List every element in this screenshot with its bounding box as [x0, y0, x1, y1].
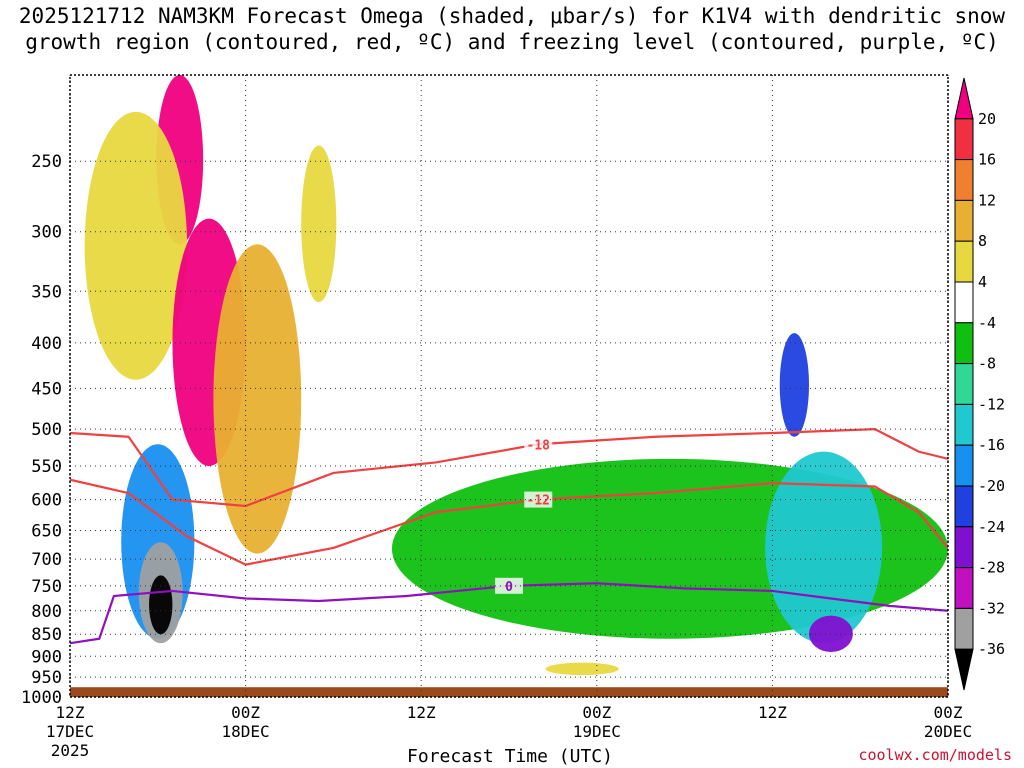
colorbar-swatch-11: [954, 526, 974, 569]
y-tick-label-700: 700: [31, 550, 62, 570]
y-tick-label-900: 900: [31, 647, 62, 667]
omega-blob-1: [84, 111, 188, 380]
y-tick-label-450: 450: [31, 379, 62, 399]
colorbar-swatch-1: [954, 118, 974, 161]
x-tick-label-36-1: 19DEC: [573, 722, 621, 741]
x-tick-label-36-0: 00Z: [582, 703, 611, 722]
colorbar-label-1: 16: [978, 151, 996, 169]
colorbar-label-11: -28: [978, 559, 1005, 577]
colorbar-swatch-2: [954, 159, 974, 201]
credit-text: coolwx.com/models: [858, 746, 1012, 764]
colorbar-label-3: 8: [978, 232, 987, 250]
colorbar-swatch-8: [954, 403, 974, 446]
y-tick-label-750: 750: [31, 577, 62, 597]
colorbar-label-9: -20: [978, 477, 1005, 495]
x-tick-label-12-0: 00Z: [231, 703, 260, 722]
omega-blob-7: [149, 575, 173, 635]
y-tick-label-600: 600: [31, 491, 62, 511]
colorbar-label-13: -36: [978, 640, 1005, 658]
colorbar-label-6: -8: [978, 355, 996, 373]
y-tick-label-950: 950: [31, 668, 62, 688]
colorbar-label-5: -4: [978, 314, 996, 332]
colorbar-label-12: -32: [978, 599, 1005, 617]
x-tick-label-60-1: 20DEC: [924, 722, 972, 741]
contour-label-bg-1: [524, 491, 553, 508]
contour-label-bg-0: [524, 436, 553, 453]
colorbar-swatch-4: [954, 240, 974, 283]
omega-blob-9: [765, 451, 883, 644]
x-axis-title: Forecast Time (UTC): [407, 746, 613, 767]
colorbar-swatch-7: [954, 363, 974, 405]
contour-label-1: -12: [527, 494, 550, 509]
x-tick-label-0-0: 12Z: [56, 703, 85, 722]
plot-frame: [69, 74, 949, 698]
contour-1: [70, 478, 948, 566]
y-tick-label-650: 650: [31, 522, 62, 542]
omega-blob-4: [213, 244, 302, 554]
x-tick-label-0-2: 2025: [51, 741, 90, 760]
y-tick-label-550: 550: [31, 457, 62, 477]
colorbar-label-2: 12: [978, 191, 996, 209]
y-tick-label-1000: 1000: [21, 688, 62, 708]
y-tick-label-400: 400: [31, 334, 62, 354]
x-tick-label-60-0: 00Z: [934, 703, 963, 722]
y-tick-label-300: 300: [31, 223, 62, 243]
colorbar-label-8: -16: [978, 436, 1005, 454]
contour-label-2: 0: [505, 580, 513, 595]
colorbar-swatch-12: [954, 567, 974, 609]
colorbar-swatch-3: [954, 199, 974, 242]
y-tick-label-250: 250: [31, 152, 62, 172]
colorbar-swatch-13: [954, 607, 974, 650]
contour-label-bg-2: [495, 577, 523, 594]
colorbar-label-0: 20: [978, 110, 996, 128]
omega-blob-12: [545, 662, 619, 676]
y-tick-label-350: 350: [31, 282, 62, 302]
colorbar-label-7: -12: [978, 395, 1005, 413]
contour-0: [70, 428, 948, 508]
colorbar-label-4: 4: [978, 273, 987, 291]
x-tick-label-0-1: 17DEC: [46, 722, 94, 741]
x-tick-label-24-0: 12Z: [407, 703, 436, 722]
omega-blob-2: [301, 145, 337, 303]
omega-blob-11: [779, 333, 809, 437]
x-tick-label-12-1: 18DEC: [222, 722, 270, 741]
y-tick-label-500: 500: [31, 420, 62, 440]
colorbar-swatch-14: [954, 648, 974, 691]
y-tick-label-850: 850: [31, 625, 62, 645]
contour-label-0: -18: [527, 438, 551, 453]
contour-2: [70, 582, 948, 645]
chart-title-line2: growth region (contoured, red, ºC) and f…: [25, 30, 999, 54]
y-tick-label-800: 800: [31, 602, 62, 622]
colorbar-swatch-0: [954, 77, 974, 120]
chart-title-line1: 2025121712 NAM3KM Forecast Omega (shaded…: [18, 4, 1006, 28]
colorbar-swatch-6: [954, 322, 974, 365]
colorbar-label-10: -24: [978, 518, 1005, 536]
colorbar-swatch-10: [954, 485, 974, 528]
x-tick-label-48-0: 12Z: [758, 703, 787, 722]
ground-terrain: [70, 687, 948, 697]
colorbar-swatch-5: [954, 281, 974, 324]
colorbar-swatch-9: [954, 444, 974, 487]
